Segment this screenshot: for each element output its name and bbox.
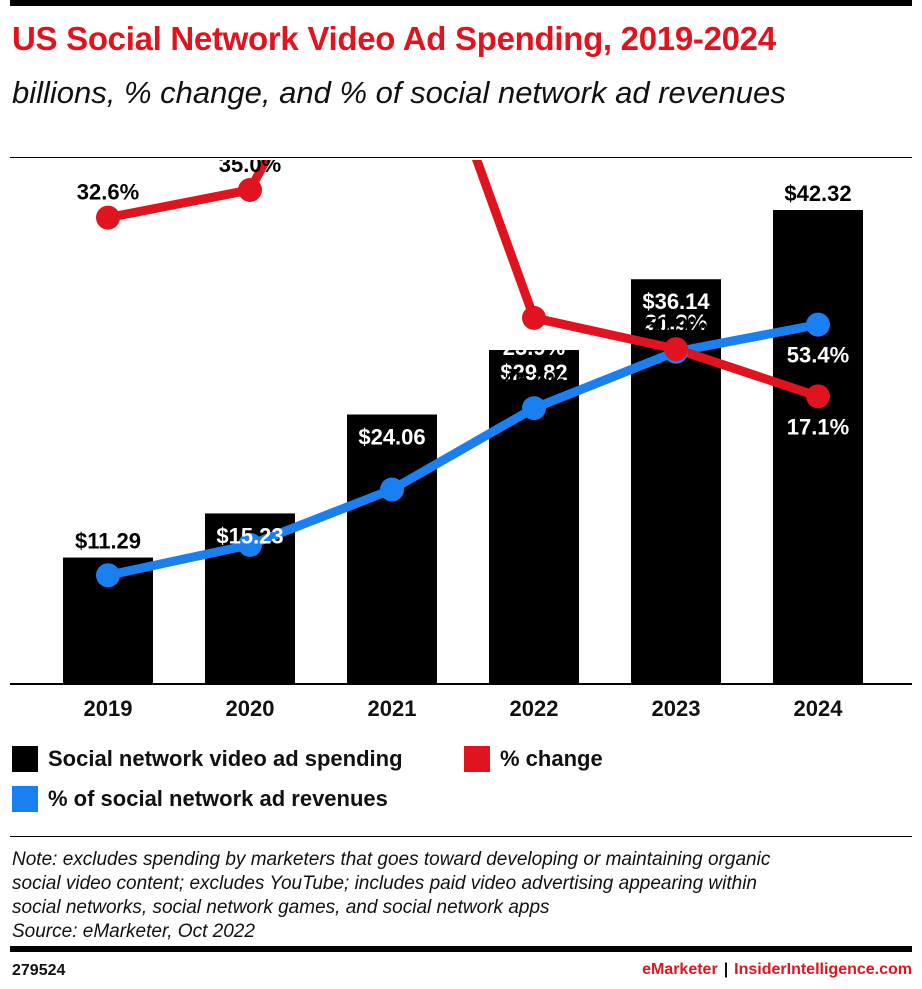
bar-label-2024: $42.32 (784, 181, 851, 206)
revenue-share-point-2024 (806, 312, 830, 337)
x-tick-2020: 2020 (226, 696, 275, 721)
revenue-share-point-2022 (522, 396, 546, 421)
source-line: Source: eMarketer, Oct 2022 (12, 921, 255, 942)
percent-change-point-2024 (806, 384, 830, 409)
change-label-2020: 35.0% (219, 160, 281, 177)
bar-label-2023: $36.14 (642, 289, 710, 314)
revenue-share-label-2021: 38.2% (361, 449, 423, 474)
brand-insider-intelligence: InsiderIntelligence.com (734, 961, 912, 978)
brand-separator: | (723, 961, 729, 978)
change-label-2019: 32.6% (77, 180, 139, 205)
change-label-2022: 23.9% (503, 335, 565, 360)
x-tick-2023: 2023 (652, 696, 701, 721)
percent-change-line (103, 160, 823, 401)
note-line-1: Note: excludes spending by marketers tha… (12, 849, 771, 870)
bar-label-2020: $15.23 (216, 523, 283, 548)
chart-area: $11.29 $15.23 $24.06 $29.82 $36.14 $42.32 32.6… (10, 160, 912, 721)
percent-change-point-2022 (522, 305, 546, 330)
chart-notes: Note: excludes spending by marketers tha… (12, 848, 912, 944)
legend-swatch-change (464, 746, 490, 772)
revenue-share-label-2022: 45.7% (503, 368, 565, 393)
brand-emarketer: eMarketer (642, 961, 718, 978)
bar-label-2022: $29.82 (500, 360, 567, 385)
x-tick-2019: 2019 (84, 696, 133, 721)
revenue-share-label-2020: 33.1% (219, 563, 281, 588)
percent-change-point-2019 (96, 205, 120, 230)
chart-subtitle: billions, % change, and % of social netw… (12, 75, 786, 110)
top-rule (10, 0, 912, 6)
x-tick-2024: 2024 (794, 696, 844, 721)
revenue-share-point-2020 (238, 532, 262, 557)
revenue-share-point-2021 (380, 477, 404, 502)
legend-item-revenue-share: % of social network ad revenues (12, 786, 388, 812)
legend-item-change: % change (464, 746, 603, 772)
note-line-2: social video content; excludes YouTube; … (12, 873, 757, 894)
legend-item-spending: Social network video ad spending (12, 746, 403, 772)
footer-brand: eMarketer | InsiderIntelligence.com (642, 961, 912, 979)
x-tick-2022: 2022 (510, 696, 559, 721)
percent-change-point-2020 (238, 177, 262, 202)
revenue-share-label-2023: 50.9% (645, 313, 707, 338)
revenue-share-label-2024: 53.4% (787, 343, 849, 368)
legend-label-spending: Social network video ad spending (48, 746, 403, 771)
legend-label-change: % change (500, 746, 603, 771)
revenue-share-point-2019 (96, 563, 120, 588)
bottom-rule (10, 946, 912, 952)
revenue-share-label-2019: 30.3% (77, 591, 139, 616)
bar-label-2021: $24.06 (358, 425, 425, 450)
chart-id: 279524 (12, 962, 66, 979)
bar-label-2019: $11.29 (75, 529, 141, 554)
legend-label-revenue-share: % of social network ad revenues (48, 786, 388, 811)
chart-title: US Social Network Video Ad Spending, 201… (12, 20, 776, 57)
legend-swatch-spending (12, 746, 38, 772)
title-divider (10, 157, 912, 158)
note-line-3: social networks, social network games, a… (12, 897, 550, 918)
x-tick-2021: 2021 (368, 696, 417, 721)
bar-2024 (773, 210, 863, 684)
change-label-2024: 17.1% (787, 414, 849, 439)
notes-divider (10, 836, 912, 837)
revenue-share-line (103, 320, 823, 580)
percent-change-point-2023 (664, 337, 688, 362)
change-label-2023: 21.2% (645, 310, 707, 335)
bar-2021 (347, 414, 437, 684)
legend-swatch-revenue-share (12, 786, 38, 812)
